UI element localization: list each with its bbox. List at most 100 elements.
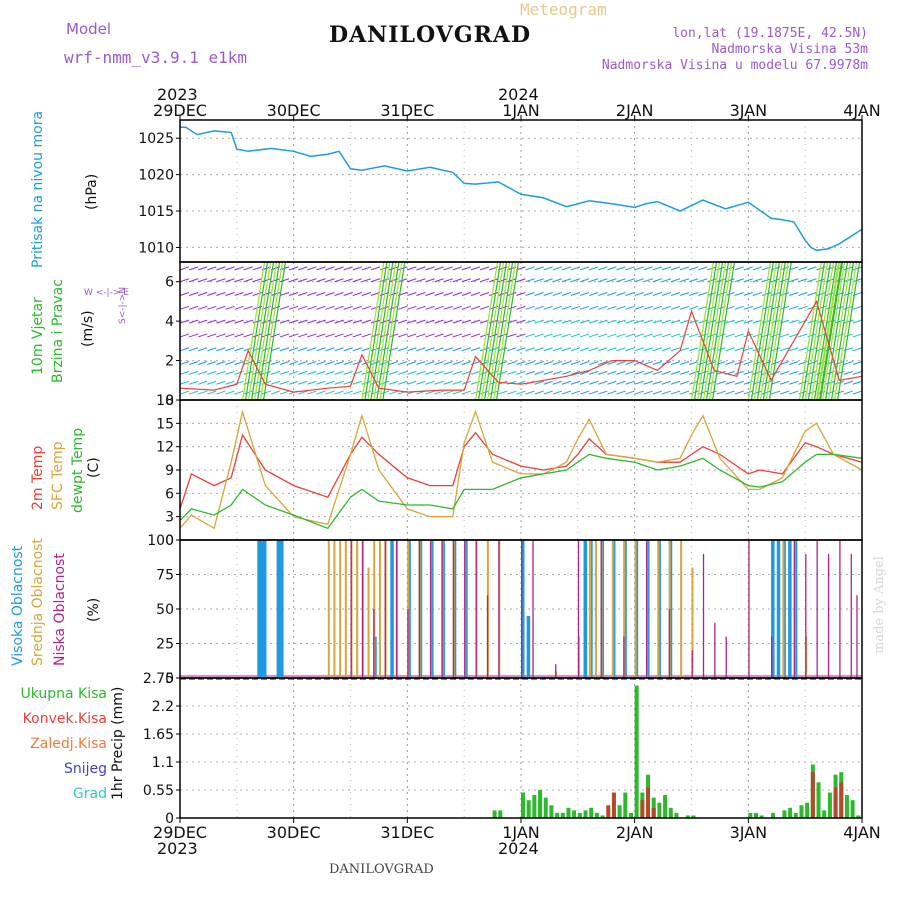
wind-barb [234,305,244,310]
wind-barb [643,347,653,352]
wind-barb [552,292,562,296]
wind-barb [461,333,472,338]
wind-barb [743,333,753,338]
wind-barb [270,380,281,385]
x-tick-label: 1JAN [502,101,540,120]
wind-barb [352,370,362,375]
wind-front-streak [693,261,718,401]
wind-barb [652,292,663,296]
wind-barb [752,305,763,310]
precip-total-bar [583,810,588,818]
wind-barb [334,347,344,352]
high-cloud-bar [776,540,781,678]
high-cloud-bar [521,540,525,678]
wind-barb [325,292,335,296]
wind-barb [198,319,208,324]
bottom-year-mid: 2024 [498,839,539,858]
wind-barb [198,333,208,338]
wind-barb [443,370,453,375]
wind-barb [852,305,863,310]
wind-barb [707,390,717,395]
precip-total-bar [805,802,810,818]
precip-total-bar [668,807,673,818]
wind-barb [716,333,726,338]
wind-barb [579,319,590,324]
wind-barb [288,305,299,310]
precip-total-bar [663,795,668,818]
wind-barb [461,278,472,283]
wind-barb [552,347,562,352]
wind-barb [689,390,699,395]
wind-barb [598,347,608,352]
wind-barb [734,305,744,310]
wind-barb [625,370,635,375]
wind-barb [534,292,544,296]
wind-barb [279,278,290,283]
wind-barb [479,278,490,283]
wind-front-streak [702,261,727,401]
wind-front-streak [379,261,403,401]
wind-barb [652,266,663,271]
wind-front-streak [801,261,826,401]
wind-front-streak [480,261,505,401]
wind-barb [216,333,226,338]
wind-barb [634,347,644,352]
wind-barb [298,319,308,324]
wind-barb [789,333,799,338]
wind-barb [507,390,517,395]
wind-barb [443,347,453,352]
wind-barb [443,278,453,283]
wind-barb [325,361,335,365]
wind-barb [516,347,526,352]
wind-barb [225,278,235,283]
wind-barb [598,380,608,385]
wind-barb [625,361,635,365]
wind-barb [589,380,599,385]
wind-barb [616,333,626,338]
wind-barb [443,292,453,296]
wind-barb [388,266,399,271]
wind-front-streak [696,261,721,401]
wind-barb [425,361,435,365]
wind-barb [252,266,262,271]
precip-total-bar [754,812,759,818]
wind-barb [443,266,453,271]
y-tick-label: 6 [165,486,174,502]
wind-barb [689,278,699,283]
wind-barb [507,333,517,338]
wind-barb [652,305,663,310]
wind-barb [570,370,581,375]
wind-front-streak [364,261,388,401]
wind-barb [534,361,544,365]
wind-barb [543,370,553,375]
wind-barb [434,380,444,385]
model-altitude-label: Nadmorska Visina u modelu 67.9978m [601,58,868,73]
precip-legend-freezing: Zaledj.Kisa [30,736,107,752]
wind-barb [507,370,517,375]
wind-barb [534,278,544,283]
low-cloud-bar [430,540,432,678]
wind-barb [334,319,344,324]
wind-barb [216,370,226,375]
wind-barb [334,305,344,310]
precip-total-bar [788,807,793,818]
wind-barb [388,390,399,395]
wind-barb [798,266,808,271]
wind-barb [207,333,217,338]
wind-barb [634,380,644,385]
low-cloud-bar [464,540,466,678]
wind-barb [543,390,553,395]
wind-barb [652,347,663,352]
wind-barb [407,361,417,365]
precip-total-bar [492,810,497,818]
wind-barb [561,319,572,324]
wind-barb [661,347,672,352]
wind-barb [634,319,644,324]
wind-barb [770,278,781,283]
wind-barb [543,292,553,296]
wind-barb [807,370,817,375]
wind-barb [807,266,817,271]
low-cloud-bar [407,609,409,678]
precip-total-bar [793,812,798,818]
wind-barb [188,305,199,310]
